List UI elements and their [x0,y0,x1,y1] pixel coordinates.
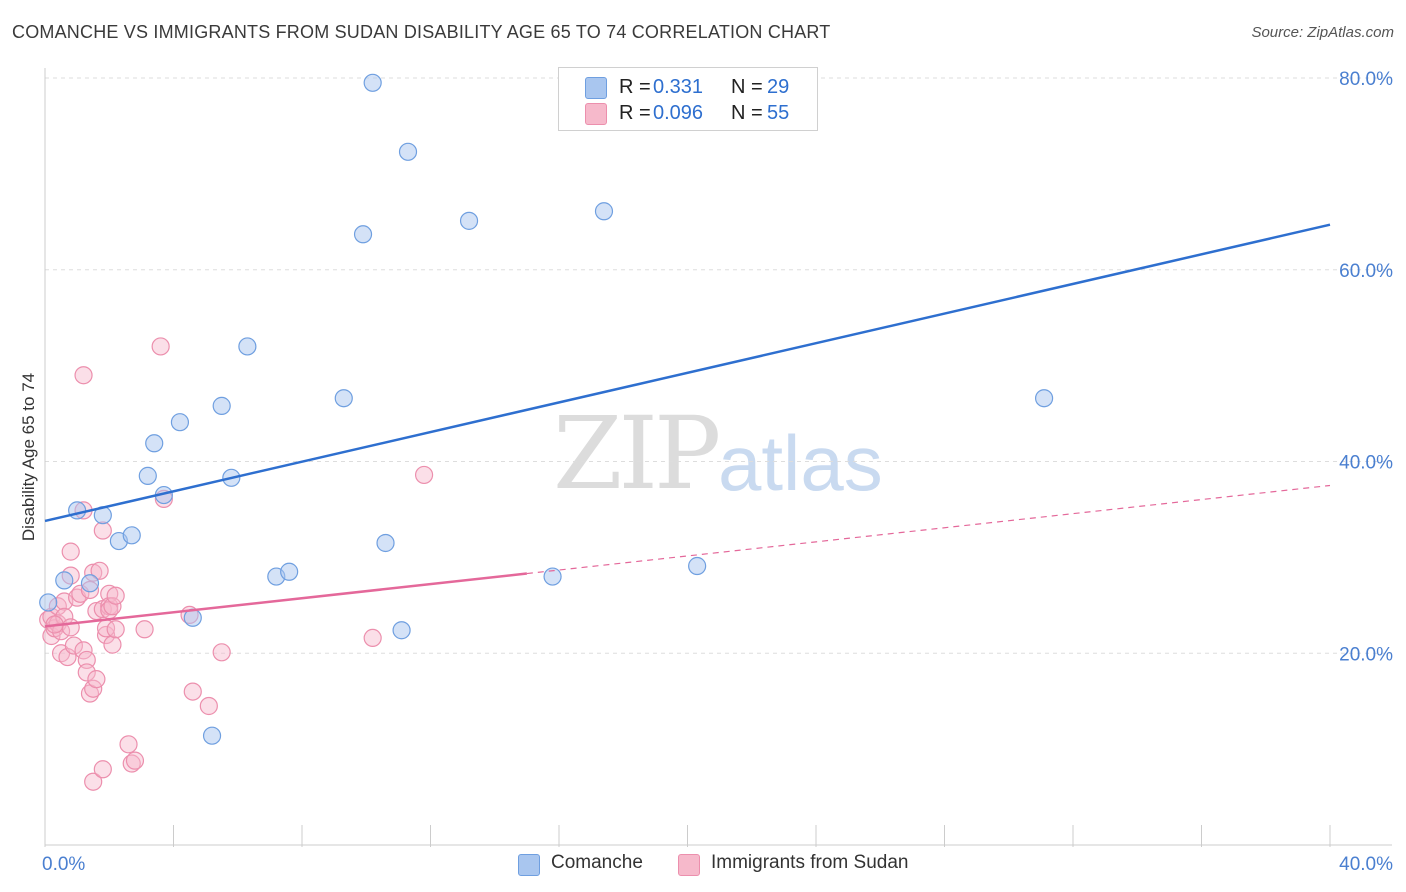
watermark-zip: ZIP [553,395,721,512]
sudan-swatch [585,103,607,125]
comanche-point [39,593,58,612]
comanche-points [39,73,1054,745]
sudan-point [74,641,93,660]
comanche-point [376,533,395,553]
comanche-point [1034,389,1054,408]
comanche-point [280,562,299,581]
sudan-point [90,561,109,580]
axes [44,68,1392,847]
comanche-point [543,567,562,586]
sudan-point [363,628,382,648]
comanche-point [68,501,87,520]
sudan-trend-line [44,572,528,628]
comanche-point [594,202,614,221]
y-tick-label-40: 40.0% [1339,453,1393,474]
comanche-point [398,142,418,161]
sudan-point [103,597,122,616]
comanche-n-value: 29 [767,75,790,98]
sudan-n-value: 55 [767,101,790,124]
comanche-point [55,571,74,590]
comanche-legend-swatch [518,854,540,876]
sudan-trend-line-dashed [526,484,1331,575]
sudan-point [87,670,106,689]
tick-labels: 20.0% 40.0% 60.0% 80.0% 0.0% 40.0% [42,69,1393,875]
comanche-point [80,574,100,593]
sudan-point [135,620,154,639]
sudan-point [199,696,218,716]
y-tick-label-20: 20.0% [1339,644,1393,665]
sudan-point [77,663,96,682]
sudan-point [151,337,170,356]
comanche-point [170,413,190,432]
comanche-r-value: 0.331 [653,75,704,98]
sudan-point [212,643,231,662]
comanche-swatch [585,77,607,99]
sudan-point [84,679,103,698]
watermark-atlas: atlas [718,419,883,507]
sudan-point [119,735,138,754]
sudan-points [39,337,434,791]
n-label: N = [731,75,763,98]
sudan-point [106,620,125,639]
comanche-point [212,396,231,415]
comanche-trend-line [44,223,1331,523]
y-axis-label: Disability Age 65 to 74 [19,373,38,541]
sudan-point [61,542,80,561]
comanche-point [392,621,411,640]
r-label: R = [619,101,651,124]
sudan-point [61,618,80,637]
sudan-point [414,465,434,485]
sudan-point [93,760,112,779]
n-label: N = [731,101,763,124]
comanche-point [238,337,257,356]
sudan-point [93,521,112,540]
chart-title: COMANCHE VS IMMIGRANTS FROM SUDAN DISABI… [12,22,831,42]
sudan-point [122,754,141,773]
trend-lines [44,223,1331,628]
comanche-point [688,556,707,576]
r-label: R = [619,75,651,98]
comanche-point [145,434,164,453]
sudan-point [51,622,71,641]
sudan-legend-label: Immigrants from Sudan [711,852,909,873]
sudan-r-value: 0.096 [653,101,704,124]
sudan-point [96,625,116,645]
comanche-legend-label: Comanche [551,852,643,873]
sudan-point [103,635,122,654]
sudan-point [58,647,77,667]
comanche-point [202,726,222,745]
sudan-point [84,772,103,791]
y-tick-label-80: 80.0% [1339,69,1393,90]
x-tick-label-0: 0.0% [42,854,85,875]
comanche-point [363,73,382,92]
comanche-point [353,225,373,244]
sudan-legend-swatch [678,854,700,876]
sudan-point [106,586,125,605]
sudan-point [125,751,145,770]
sudan-point [64,636,84,655]
x-tick-label-40: 40.0% [1339,854,1393,875]
y-tick-label-60: 60.0% [1339,261,1393,282]
sudan-point [183,682,202,701]
sudan-point [74,366,93,385]
stats-legend: R = 0.331 N = 29 R = 0.096 N = 55 [558,67,818,131]
comanche-point [334,389,353,408]
comanche-point [459,211,479,230]
source-label: Source: ZipAtlas.com [1251,24,1394,41]
comanche-point [138,466,157,485]
comanche-point [122,526,141,545]
sudan-point [77,650,96,670]
